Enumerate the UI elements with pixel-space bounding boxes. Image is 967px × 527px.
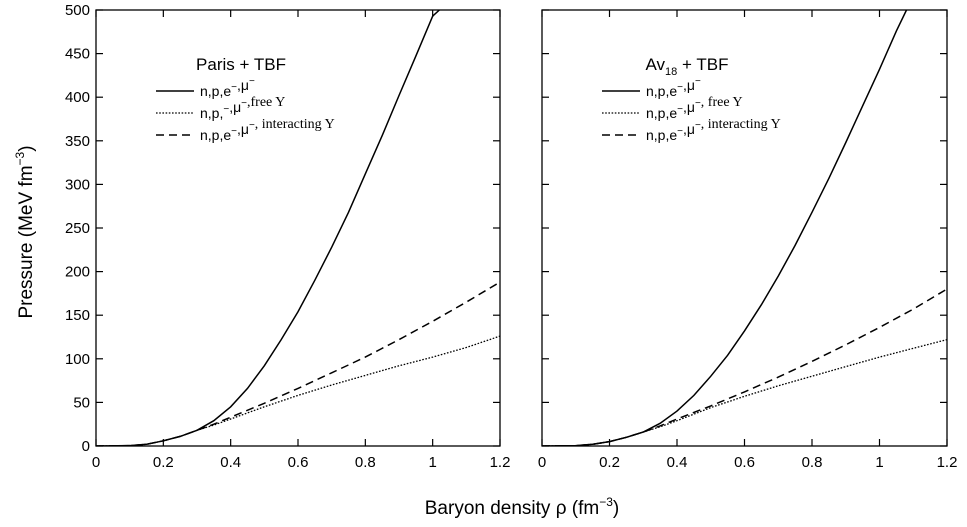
plot-frame: [541, 9, 948, 447]
legend-entry: n,p,−,μ−,free Y: [200, 95, 285, 121]
x-tick-label: 0: [538, 454, 546, 471]
x-tick-label: 0.8: [355, 454, 376, 471]
x-tick-label: 0: [92, 454, 100, 471]
plot-frame: [95, 9, 501, 447]
y-tick-label: 100: [65, 351, 90, 368]
legend-entry: n,p,e−,μ−: [200, 76, 255, 99]
panel-title: Paris + TBF: [196, 55, 286, 74]
legend-entry: n,p,e−,μ−, interacting Y: [200, 117, 335, 143]
panel-title: Av18 + TBF: [646, 55, 729, 78]
x-tick-label: 1.2: [937, 454, 958, 471]
x-axis-title-sup: −3: [599, 495, 613, 509]
legend-entry: n,p,e−,μ−, interacting Y: [646, 117, 781, 143]
y-tick-label: 50: [73, 394, 90, 411]
y-tick-label: 450: [65, 46, 90, 63]
y-tick-label: 250: [65, 220, 90, 237]
x-tick-label: 0.2: [599, 454, 620, 471]
y-tick-label: 400: [65, 89, 90, 106]
panel-paris-tbf: 0 50 100 150 200 250 300 350 400 450 500 0 0.2 0.4 0.6…: [65, 2, 510, 471]
y-axis-title-sup: −3: [13, 151, 27, 165]
legend-entry: n,p,e−,μ−: [646, 76, 701, 99]
y-tick-label: 350: [65, 133, 90, 150]
y-tick-label: 0: [82, 438, 90, 455]
series-line-dashed: [542, 288, 947, 446]
x-tick-label: 0.4: [220, 454, 241, 471]
y-tick-label: 150: [65, 307, 90, 324]
x-tick-label: 0.2: [153, 454, 174, 471]
series-line-dashed: [96, 281, 500, 446]
y-tick-label: 500: [65, 2, 90, 19]
x-tick-label: 1: [428, 454, 436, 471]
x-tick-label: 0.4: [667, 454, 688, 471]
x-tick-label: 1.2: [490, 454, 511, 471]
series-line-solid: [542, 10, 908, 446]
x-axis-title-close: ): [613, 498, 619, 519]
x-axis-title: Baryon density ρ (fm−3): [425, 495, 620, 519]
x-tick-label: 0.8: [802, 454, 823, 471]
x-tick-label: 1: [875, 454, 883, 471]
y-tick-label: 200: [65, 264, 90, 281]
y-axis-title: Pressure (MeV fm−3): [13, 145, 37, 318]
legend-entry: n,p,e−,μ−, free Y: [646, 95, 743, 121]
series-line-dotted: [96, 335, 500, 446]
x-tick-label: 0.6: [734, 454, 755, 471]
y-tick-label: 300: [65, 176, 90, 193]
series-line-dotted: [542, 338, 947, 446]
y-axis-title-close: ): [16, 145, 37, 151]
series-line-solid: [96, 10, 440, 446]
x-tick-label: 0.6: [288, 454, 309, 471]
